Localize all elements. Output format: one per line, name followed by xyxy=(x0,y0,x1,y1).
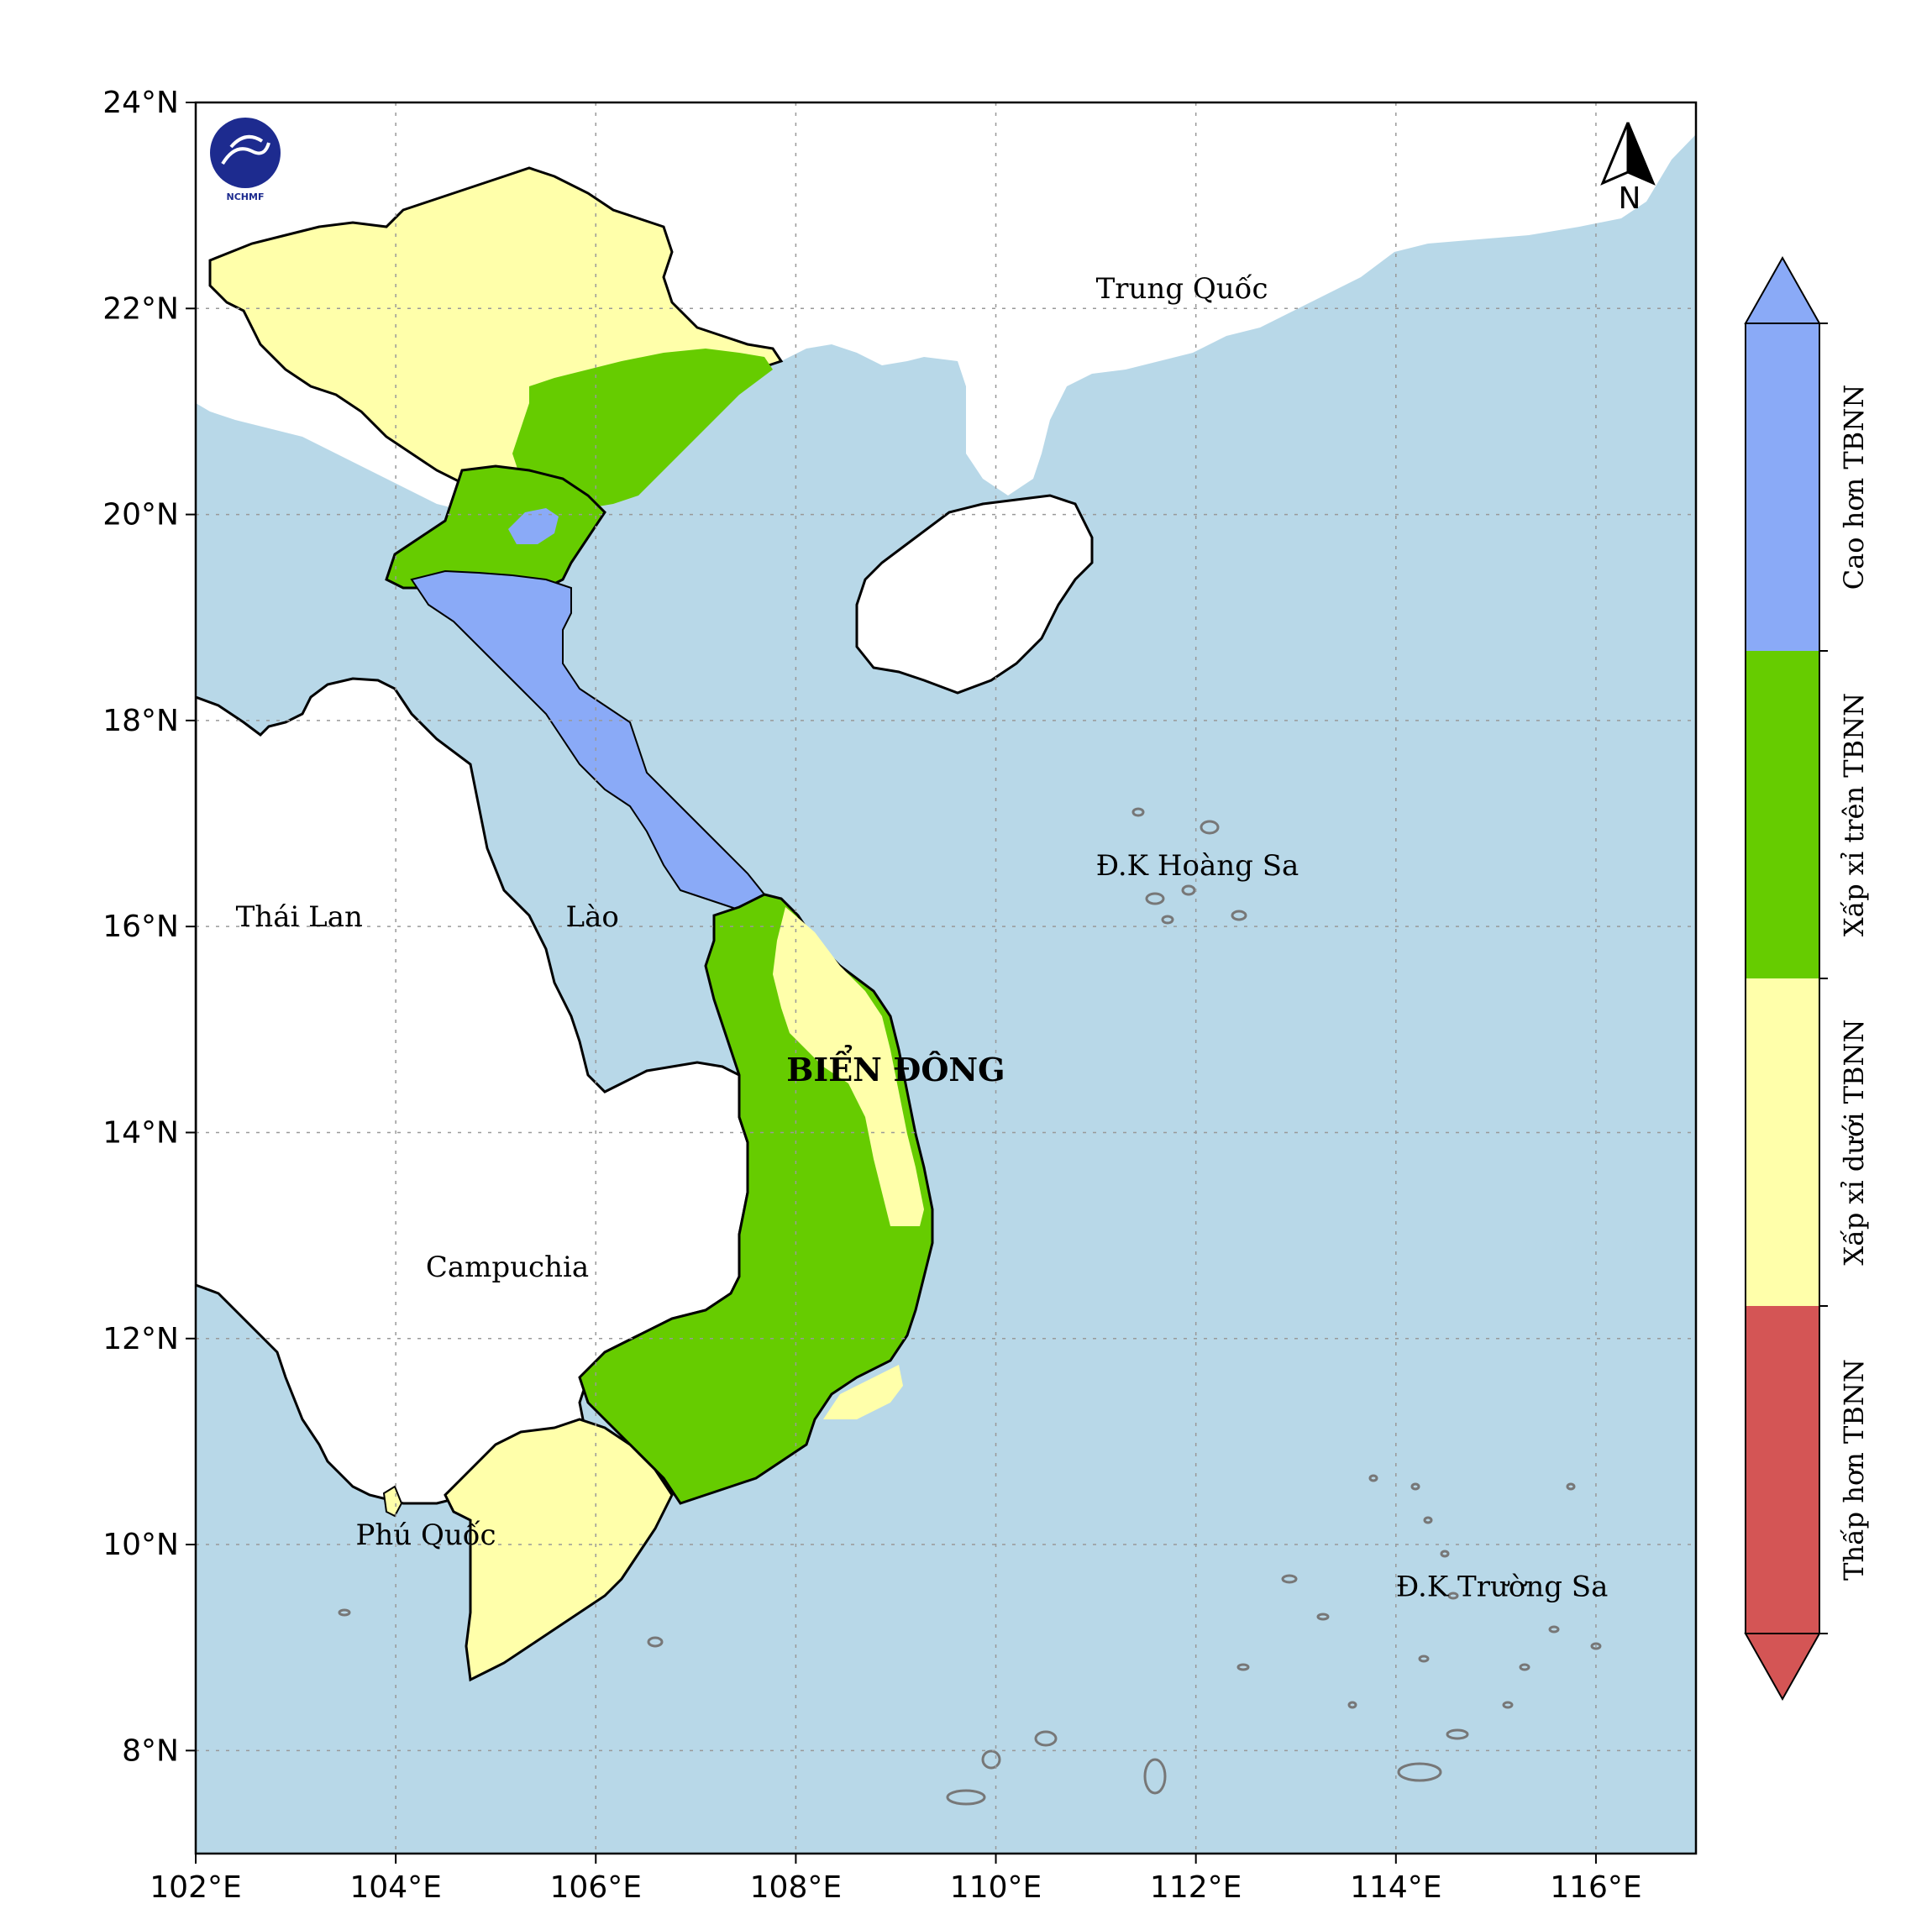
place-label: Phú Quốc xyxy=(356,1518,496,1552)
place-label: Thái Lan xyxy=(236,900,363,934)
y-tick-label: 12°N xyxy=(102,1322,179,1356)
land-hainan xyxy=(855,494,1094,695)
logo-text: NCHMF xyxy=(227,191,265,202)
zone-blue-small xyxy=(508,508,559,544)
logo-wave-icon xyxy=(221,142,270,165)
colorbar-bottom-arrow xyxy=(1744,1633,1821,1702)
islands-truong-sa xyxy=(338,1474,1602,1806)
zone-north-green xyxy=(512,349,773,508)
zone-southeast-yellow xyxy=(823,1365,903,1419)
sea-label: BIỂN ĐÔNG xyxy=(786,1046,1005,1088)
north-arrow: N xyxy=(1600,122,1656,216)
y-tick-label: 14°N xyxy=(102,1115,179,1150)
x-tick-label: 116°E xyxy=(1550,1870,1641,1905)
place-label: Đ.K Trường Sa xyxy=(1396,1570,1609,1603)
place-label: Trung Quốc xyxy=(1096,272,1268,306)
colorbar-label: Xấp xỉ dưới TBNN xyxy=(1838,1019,1870,1265)
colorbar-segment xyxy=(1746,323,1819,651)
colorbar-label: Cao hơn TBNN xyxy=(1838,385,1870,590)
y-axis-ticks: 8°N 10°N 12°N 14°N 16°N 18°N 20°N 22°N 24°N xyxy=(102,86,196,1768)
colorbar-top-arrow xyxy=(1744,255,1821,324)
logo-swirl-icon xyxy=(229,134,264,149)
y-tick-label: 20°N xyxy=(102,498,179,532)
colorbar-label: Xấp xỉ trên TBNN xyxy=(1838,693,1870,936)
colorbar-frame xyxy=(1745,323,1820,1634)
y-tick-label: 10°N xyxy=(102,1528,179,1562)
place-labels: Trung Quốc Thái Lan Lào Campuchia Phú Quốc Đ.… xyxy=(236,272,1609,1603)
island-phu-quoc xyxy=(382,1485,403,1518)
zone-mekong-yellow xyxy=(444,1418,674,1682)
colorbar-segment xyxy=(1746,651,1819,978)
x-tick-label: 108°E xyxy=(750,1870,842,1905)
colorbar-label: Thấp hơn TBNN xyxy=(1838,1359,1870,1581)
x-tick-label: 106°E xyxy=(550,1870,642,1905)
grid-lines xyxy=(196,102,1696,1854)
legend-colorbar: Cao hơn TBNN Xấp xỉ trên TBNN Xấp xỉ dưới … xyxy=(1744,255,1870,1702)
logo-emblem xyxy=(210,118,281,188)
colorbar-segment xyxy=(1746,978,1819,1306)
y-tick-label: 24°N xyxy=(102,86,179,120)
zone-central-coast-yellow xyxy=(773,907,924,1226)
x-tick-label: 114°E xyxy=(1350,1870,1441,1905)
x-tick-label: 104°E xyxy=(349,1870,441,1905)
colorbar-segment xyxy=(1746,1306,1819,1634)
x-tick-label: 110°E xyxy=(950,1870,1042,1905)
x-tick-label: 102°E xyxy=(150,1870,241,1905)
y-tick-label: 8°N xyxy=(122,1733,179,1768)
place-label: Campuchia xyxy=(426,1251,589,1284)
place-label: Lào xyxy=(566,900,619,934)
y-tick-label: 16°N xyxy=(102,910,179,944)
y-tick-label: 18°N xyxy=(102,704,179,738)
islands-hoang-sa xyxy=(1131,807,1247,925)
x-axis-ticks: 102°E 104°E 106°E 108°E 110°E 112°E 114°E 116°E xyxy=(150,1854,1642,1905)
map-frame xyxy=(194,101,1698,1855)
x-tick-label: 112°E xyxy=(1150,1870,1242,1905)
y-tick-label: 22°N xyxy=(102,291,179,326)
nchmf-logo: NCHMF xyxy=(210,118,281,202)
place-label: Đ.K Hoàng Sa xyxy=(1096,849,1299,883)
north-arrow-label: N xyxy=(1619,181,1641,216)
